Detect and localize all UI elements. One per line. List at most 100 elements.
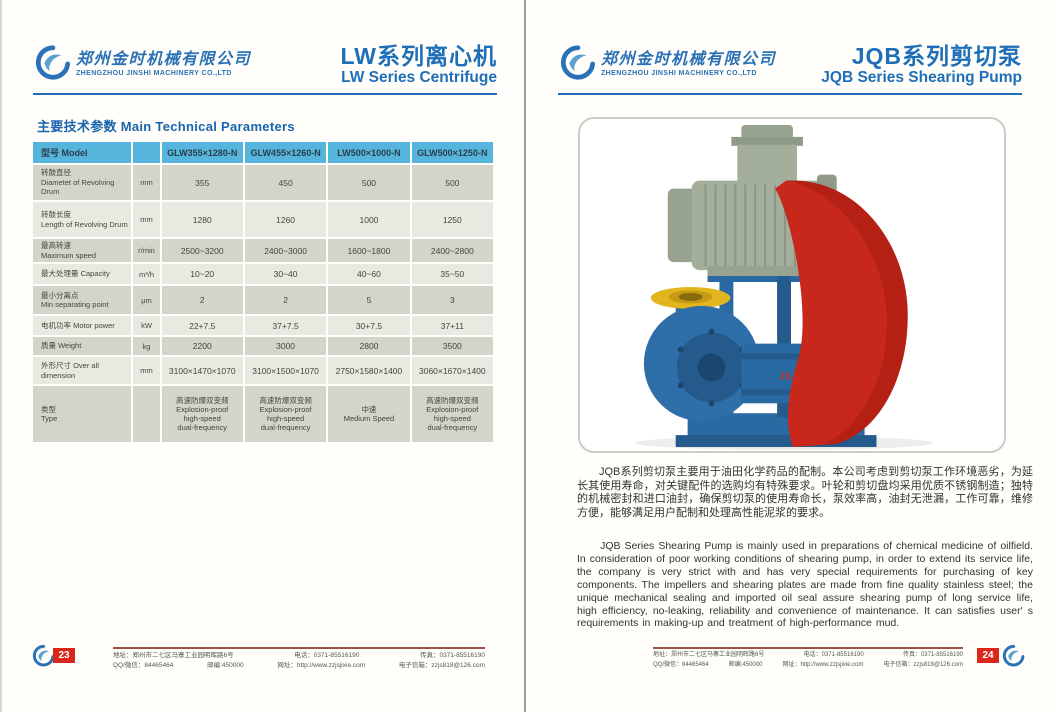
spec-unit: r/min — [133, 239, 160, 262]
page-number-badge: 23 — [53, 648, 75, 663]
model-header: GLW355×1280-N — [161, 142, 243, 163]
technical-parameters-table: 型号 Model GLW355×1280-N GLW455×1260-N LW5… — [31, 140, 495, 444]
page-header: 郑州金时机械有限公司 ZHENGZHOU JINSHI MACHINERY CO… — [33, 44, 497, 90]
spec-value: 3500 — [411, 337, 493, 355]
spec-unit: m³/h — [133, 264, 160, 284]
page-left-edge — [0, 0, 2, 712]
spec-value: 10~20 — [161, 264, 243, 284]
contact-address: 地址：郑州市二七区马寨工业园明晖路6号 — [653, 652, 765, 658]
contact-phone: 电话：0371-85516190 — [803, 652, 864, 658]
spec-value: 37+11 — [411, 316, 493, 335]
spec-value: 2200 — [161, 337, 243, 355]
spec-value: 40~60 — [328, 264, 410, 284]
company-name-cn: 郑州金时机械有限公司 — [601, 50, 777, 68]
contact-postcode: 邮编:450000 — [728, 661, 763, 668]
spec-value: 2400~3000 — [244, 239, 327, 262]
spec-value: 35~50 — [411, 264, 493, 284]
footer-swirl-logo-icon — [1002, 644, 1025, 667]
footer-swirl-logo-icon — [32, 644, 55, 667]
company-swirl-logo-icon — [560, 45, 596, 80]
spec-value: 2400~2800 — [411, 239, 493, 262]
contact-website: 网址：http://www.zzjsjixie.com — [277, 661, 366, 669]
company-name-en: ZHENGZHOU JINSHI MACHINERY CO.,LTD — [601, 69, 757, 77]
spec-unit: kW — [133, 316, 160, 335]
company-name-cn: 郑州金时机械有限公司 — [76, 50, 252, 68]
contact-website: 网址：http://www.zzjsjixie.com — [782, 661, 864, 668]
description-cn: JQB系列剪切泵主要用于油田化学药品的配制。本公司考虑到剪切泵工作环境恶劣，为延… — [577, 466, 1033, 519]
spec-value: 1250 — [411, 202, 493, 237]
page-lw-centrifuge: 郑州金时机械有限公司 ZHENGZHOU JINSHI MACHINERY CO… — [0, 44, 525, 689]
contact-email: 电子信箱：zzjs818@126.com — [883, 661, 963, 668]
spec-value: 2500~3200 — [161, 239, 243, 262]
table-row: 最高转速 Maximum speed r/min 2500~3200 2400~… — [33, 239, 493, 262]
brand-text: 郑州金时机械有限公司 ZHENGZHOU JINSHI MACHINERY CO… — [76, 50, 251, 77]
brand-block: 郑州金时机械有限公司 ZHENGZHOU JINSHI MACHINERY CO… — [33, 44, 251, 82]
contact-fax: 传真：0371-85516190 — [902, 652, 963, 658]
unit-column-header — [133, 142, 160, 163]
spec-value: 3100×1470×1070 — [161, 357, 243, 384]
spec-unit: mm — [133, 202, 160, 237]
spec-label: 外形尺寸 Over all dimension — [33, 357, 132, 384]
spec-unit: mm — [133, 165, 160, 200]
spec-value: 500 — [328, 165, 410, 200]
center-fold-divider — [524, 0, 526, 712]
spec-value: 高速防爆双变频 Explosion-proof high-speed dual-… — [244, 386, 327, 442]
contact-qq: QQ/微信：84465464 — [653, 661, 709, 668]
contact-postcode: 邮编:450000 — [207, 661, 244, 669]
brand-text: 郑州金时机械有限公司 ZHENGZHOU JINSHI MACHINERY CO… — [601, 50, 776, 77]
spec-value: 3100×1500×1070 — [244, 357, 327, 384]
spec-value: 1600~1800 — [328, 239, 410, 262]
spec-value: 2800 — [328, 337, 410, 355]
table-row: 电机功率 Motor power kW 22+7.5 37+7.5 30+7.5… — [33, 316, 493, 335]
page-footer: 23 地址：郑州市二七区马寨工业园明晖路6号 电话：0371-85516190 … — [0, 641, 525, 689]
page-jqb-shearing-pump: 郑州金时机械有限公司 ZHENGZHOU JINSHI MACHINERY CO… — [525, 0, 1050, 712]
spec-value: 3 — [411, 286, 493, 314]
spec-unit — [133, 386, 160, 442]
table-row: 转鼓直径 Diametet of Revolving Drum mm 355 4… — [33, 165, 493, 200]
spec-value: 3000 — [244, 337, 327, 355]
contact-row: 地址：郑州市二七区马寨工业园明晖路6号 电话：0371-85516190 传真：… — [113, 651, 485, 661]
spec-value: 5 — [328, 286, 410, 314]
brand-block: 郑州金时机械有限公司 ZHENGZHOU JINSHI MACHINERY CO… — [558, 44, 776, 82]
spec-value: 1280 — [161, 202, 243, 237]
table-row: 转鼓长度 Length of Revolving Drum mm 1280 12… — [33, 202, 493, 237]
spec-value: 2 — [161, 286, 243, 314]
table-row: 最大处理量 Capacity m³/h 10~20 30~40 40~60 35… — [33, 264, 493, 284]
spec-label: 类型 Type — [33, 386, 132, 442]
company-name-en: ZHENGZHOU JINSHI MACHINERY CO.,LTD — [76, 69, 232, 77]
spec-value: 500 — [411, 165, 493, 200]
contact-email: 电子信箱：zzjs818@126.com — [398, 661, 485, 669]
jqb-shearing-pump-photo: JS — [634, 124, 934, 451]
spec-unit: μm — [133, 286, 160, 314]
table-header-row: 型号 Model GLW355×1280-N GLW455×1260-N LW5… — [33, 142, 493, 163]
spec-value: 高速防爆双变频 Explosion-proof high-speed dual-… — [161, 386, 243, 442]
page-titles: LW系列离心机 LW Series Centrifuge — [340, 43, 498, 87]
spec-value: 3060×1670×1400 — [411, 357, 493, 384]
spec-label: 最小分离点 Min separating point — [33, 286, 132, 314]
spec-label: 转鼓直径 Diametet of Revolving Drum — [33, 165, 132, 200]
spec-value: 22+7.5 — [161, 316, 243, 335]
spec-value: 37+7.5 — [244, 316, 327, 335]
spec-label: 转鼓长度 Length of Revolving Drum — [33, 202, 132, 237]
spec-value: 355 — [161, 165, 243, 200]
contact-qq: QQ/微信：84465464 — [113, 661, 174, 669]
spec-value: 1000 — [328, 202, 410, 237]
page-title-cn: LW系列离心机 — [340, 43, 497, 69]
spec-value: 1260 — [244, 202, 327, 237]
section-title: 主要技术参数 Main Technical Parameters — [37, 119, 295, 134]
spec-label: 质量 Weight — [33, 337, 132, 355]
table-row: 最小分离点 Min separating point μm 2 2 5 3 — [33, 286, 493, 314]
spec-value: 2 — [244, 286, 327, 314]
spec-unit: kg — [133, 337, 160, 355]
company-swirl-logo-icon — [35, 45, 71, 80]
contact-row: QQ/微信：84465464 邮编:450000 网址：http://www.z… — [113, 661, 485, 671]
spec-value: 30+7.5 — [328, 316, 410, 335]
spec-value: 2750×1580×1400 — [328, 357, 410, 384]
page-title-cn: JQB系列剪切泵 — [851, 43, 1022, 69]
page-titles: JQB系列剪切泵 JQB Series Shearing Pump — [821, 43, 1022, 87]
product-photo-frame: JS — [578, 117, 1006, 453]
table-row: 类型 Type 高速防爆双变频 Explosion-proof high-spe… — [33, 386, 493, 442]
contact-fax: 传真：0371-85516190 — [419, 652, 485, 659]
table-row: 外形尺寸 Over all dimension mm 3100×1470×107… — [33, 357, 493, 384]
